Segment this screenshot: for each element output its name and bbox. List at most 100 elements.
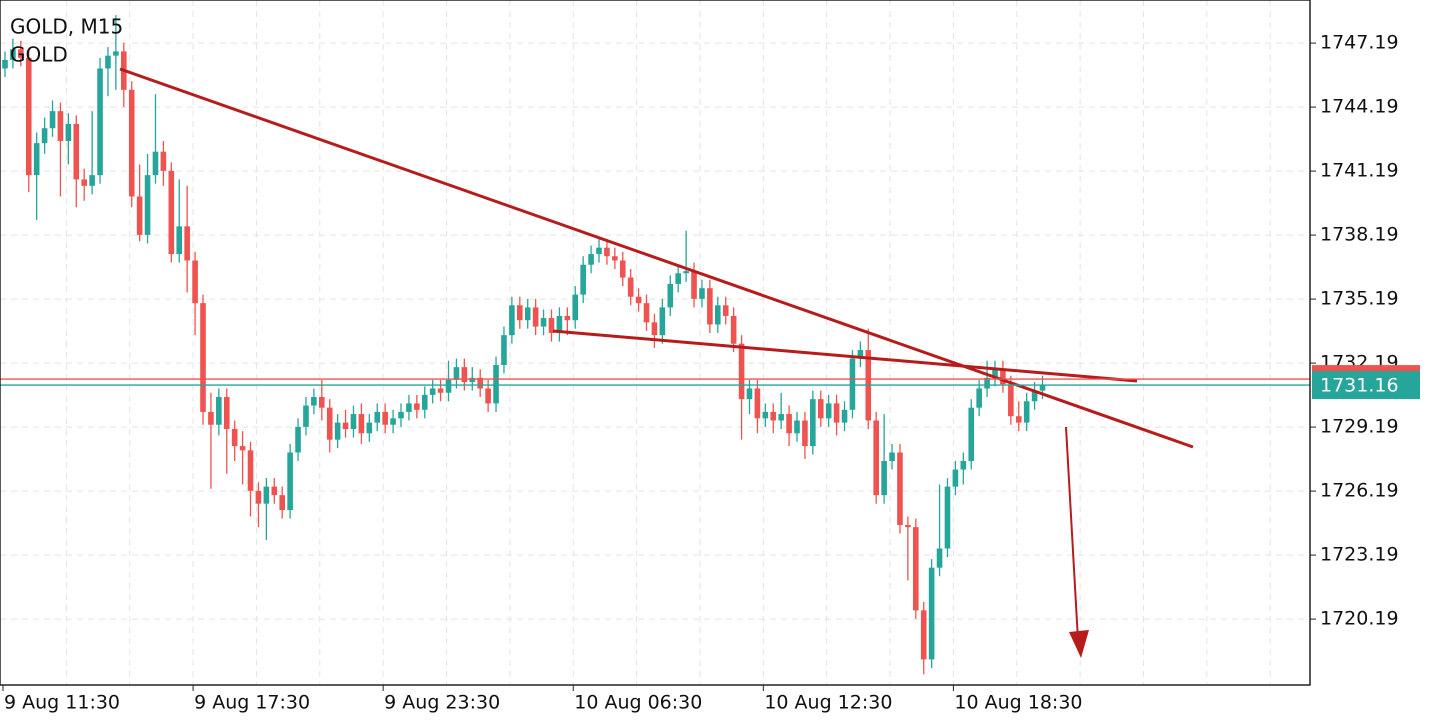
candle-body [928, 567, 935, 660]
candle-body [722, 305, 729, 316]
candle-body [429, 388, 436, 395]
candle-body [976, 388, 982, 408]
candle-body [794, 420, 800, 434]
candle-body [1000, 369, 1006, 385]
candle-body [548, 318, 555, 334]
candle-body [113, 51, 119, 56]
candle-body [168, 170, 175, 255]
candle-body [984, 377, 990, 389]
y-tick-label: 1726.19 [1320, 480, 1399, 502]
candle-body [271, 486, 278, 496]
candle-body [992, 369, 998, 378]
candle-body [445, 379, 452, 393]
candle-body [239, 446, 246, 451]
candle-body [778, 414, 784, 421]
candle-body [216, 397, 222, 425]
candle-body [160, 151, 167, 171]
candle-body [223, 397, 230, 430]
candle-body [913, 527, 919, 611]
candle-body [604, 247, 610, 257]
plot-frame [0, 0, 1311, 686]
candle-body [382, 411, 388, 425]
candle-body [889, 452, 895, 462]
candle-body [810, 399, 816, 447]
x-tick-label: 9 Aug 17:30 [194, 692, 310, 714]
candle-body [358, 414, 365, 434]
candle-body [1023, 401, 1030, 423]
candle-body [192, 260, 198, 304]
candle-body [762, 411, 769, 419]
candle-body [200, 303, 206, 412]
candle-body [738, 343, 745, 400]
candle-body [635, 296, 642, 304]
candle-body [461, 367, 468, 383]
candle-body [849, 358, 856, 410]
candle-body [406, 403, 412, 412]
candle-body [564, 315, 571, 321]
candle-body [25, 57, 32, 176]
candle-body [627, 277, 634, 297]
candle-body [231, 429, 238, 447]
candle-body [524, 307, 531, 321]
x-tick-label: 10 Aug 06:30 [574, 692, 702, 714]
trendline [552, 329, 1138, 383]
candle-body [366, 422, 373, 434]
candle-body [437, 388, 444, 393]
candle-body [540, 318, 547, 327]
y-tick-label: 1747.19 [1320, 32, 1399, 54]
candle-body [944, 486, 951, 549]
candle-body [715, 305, 721, 325]
price-lines [0, 378, 1310, 386]
candle-body [184, 226, 190, 261]
candle-body [255, 490, 262, 504]
chart-subtitle: GOLD [10, 43, 68, 67]
candle-body [477, 377, 483, 389]
candle-body [263, 486, 270, 504]
candle-body [833, 403, 840, 423]
candle-body [580, 264, 586, 295]
candle-body [208, 411, 214, 425]
last-price-label: 1731.16 [1320, 375, 1399, 397]
candle-body [501, 335, 507, 366]
candle-body [857, 350, 864, 359]
candle-body [517, 305, 523, 321]
candle-body [841, 409, 848, 423]
candle-body [1015, 416, 1022, 423]
candle-body [968, 407, 975, 462]
candle-body [612, 256, 618, 261]
candle-body [802, 420, 808, 447]
y-tick-label: 1744.19 [1320, 96, 1399, 118]
candle-body [311, 397, 317, 406]
candle-body [152, 151, 159, 176]
candle-body [18, 49, 24, 58]
candle-body [176, 226, 183, 255]
candle-body [295, 426, 301, 453]
candle-body [667, 283, 674, 308]
candle-body [485, 388, 491, 404]
candle-body [707, 288, 713, 325]
candle-body [596, 247, 602, 255]
candle-body [691, 271, 697, 299]
candle-body [128, 89, 135, 197]
candle-body [326, 407, 333, 440]
candle-body [89, 175, 95, 186]
candle-body [390, 418, 396, 425]
candles [2, 15, 1046, 675]
candle-body [97, 68, 103, 176]
candle-body [136, 196, 143, 235]
candle-body [279, 495, 285, 511]
candle-body [469, 377, 476, 383]
candle-body [41, 128, 48, 144]
candle-body [1008, 384, 1014, 417]
candle-body [1031, 390, 1038, 402]
y-tick-label: 1738.19 [1320, 224, 1399, 246]
axes: 1720.191723.191726.191729.191732.191735.… [2, 32, 1420, 714]
candle-body [675, 273, 681, 284]
candle-body [303, 405, 309, 427]
candle-body [509, 305, 515, 336]
candle-body [746, 388, 753, 400]
candle-body [493, 365, 499, 404]
candle-body [49, 111, 56, 129]
candle-body [350, 414, 357, 430]
